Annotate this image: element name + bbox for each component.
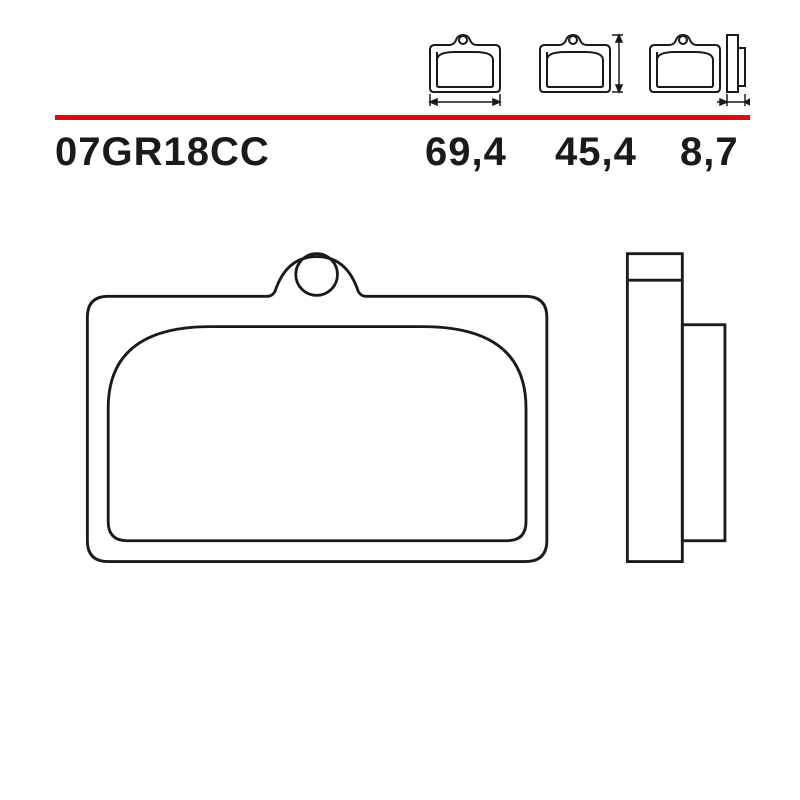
- divider-line: [55, 115, 750, 120]
- dimension-width: 69,4: [425, 130, 507, 175]
- front-view: [87, 254, 546, 562]
- dimension-thickness: 8,7: [680, 130, 739, 175]
- dim-icon-width: [415, 30, 515, 110]
- brake-pad-diagram: [0, 230, 800, 770]
- dim-icon-thickness: [635, 30, 750, 110]
- header-dimension-icons: [0, 30, 800, 110]
- part-number: 07GR18CC: [55, 130, 270, 175]
- dimension-height: 45,4: [555, 130, 637, 175]
- side-view: [627, 254, 725, 562]
- dim-icon-height: [525, 30, 625, 110]
